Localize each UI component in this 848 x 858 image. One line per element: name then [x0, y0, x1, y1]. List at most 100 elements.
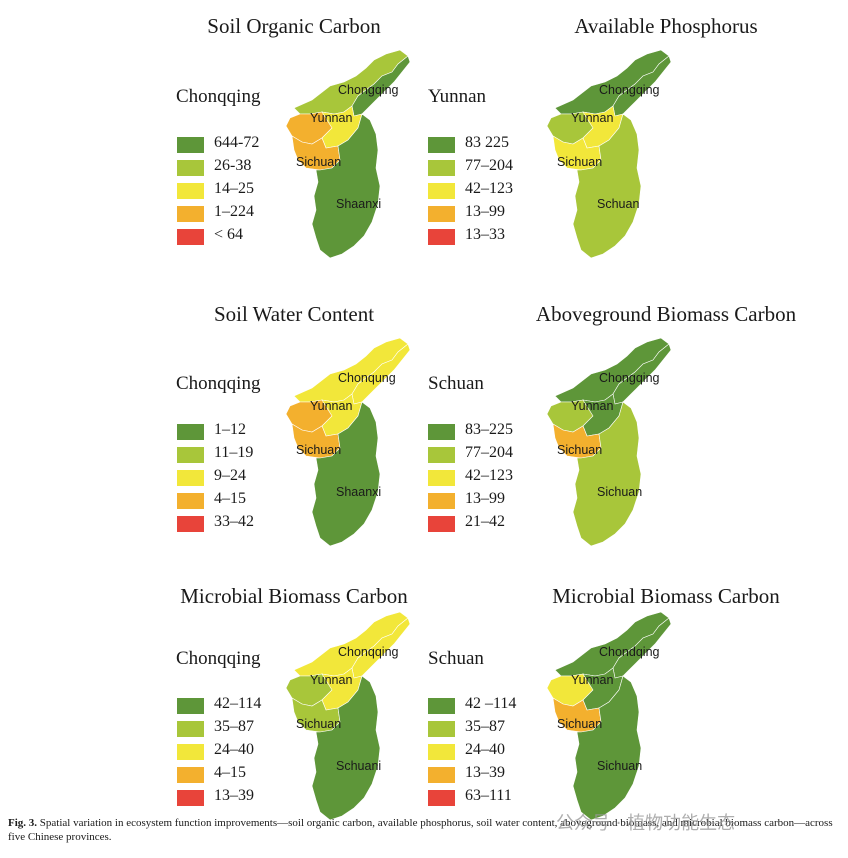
- legend-label: 42 –114: [465, 695, 517, 712]
- legend-swatch: [177, 744, 204, 760]
- legend-label: 14–25: [214, 180, 254, 197]
- region-label-west: Sichuan: [296, 717, 341, 731]
- legend-label: 13–33: [465, 226, 505, 243]
- legend-swatch: [177, 229, 204, 245]
- region-label-top: Chongqing: [599, 371, 660, 385]
- legend-label: 63–111: [465, 787, 512, 804]
- legend-label: 13–99: [465, 490, 505, 507]
- region-south: [572, 401, 642, 547]
- legend-title: Chonqqing: [176, 648, 261, 669]
- legend-title: Schuan: [428, 373, 484, 394]
- legend-swatch: [177, 183, 204, 199]
- province-map: Chonqung Yunnan Sichuan Shaanxi: [285, 337, 411, 547]
- legend-label: 4–15: [214, 490, 246, 507]
- panel-title: Aboveground Biomass Carbon: [535, 302, 797, 326]
- legend-label: 24–40: [214, 741, 254, 758]
- region-label-mid: Yunnan: [571, 673, 613, 687]
- legend-swatch: [428, 424, 455, 440]
- province-map: Chondqing Yunnan Sichuan Sichuan: [546, 611, 672, 821]
- legend-swatch: [428, 767, 455, 783]
- legend-swatch: [428, 721, 455, 737]
- legend-label: 11–19: [214, 444, 254, 461]
- legend-label: 42–114: [214, 695, 262, 712]
- legend-label: 1–224: [214, 203, 254, 220]
- legend-swatch: [177, 698, 204, 714]
- legend-label: 4–15: [214, 764, 246, 781]
- legend-label: < 64: [214, 226, 244, 243]
- legend-label: 24–40: [465, 741, 505, 758]
- region-label-top: Chondqing: [599, 645, 660, 659]
- region-label-west: Sichuan: [557, 155, 602, 169]
- region-ne: [351, 55, 411, 117]
- panel-title: Soil Water Content: [213, 302, 375, 326]
- legend-title: Chonqqing: [176, 373, 261, 394]
- region-label-mid: Yunnan: [310, 111, 352, 125]
- region-ne: [612, 55, 672, 117]
- region-label-top: Chongqing: [338, 83, 399, 97]
- region-label-west: Sichuan: [557, 443, 602, 457]
- legend-swatch: [428, 516, 455, 532]
- region-label-south: Shaanxi: [336, 197, 381, 211]
- legend-label: 35–87: [465, 718, 505, 735]
- legend-swatch: [428, 229, 455, 245]
- legend-label: 42–123: [465, 467, 513, 484]
- region-label-west: Sichuan: [557, 717, 602, 731]
- legend-label: 35–87: [214, 718, 254, 735]
- legend-swatch: [177, 137, 204, 153]
- legend-swatch: [177, 721, 204, 737]
- region-south: [311, 675, 381, 821]
- legend-swatch: [428, 698, 455, 714]
- region-ne: [351, 343, 411, 405]
- region-ne: [612, 617, 672, 679]
- legend-swatch: [428, 493, 455, 509]
- legend-label: 13–39: [214, 787, 254, 804]
- legend-swatch: [428, 790, 455, 806]
- region-label-south: Sichuan: [597, 759, 642, 773]
- region-label-top: Chongqing: [599, 83, 660, 97]
- legend-swatch: [177, 470, 204, 486]
- region-label-top: Chonqqing: [338, 645, 399, 659]
- legend-label: 77–204: [465, 444, 513, 461]
- legend-label: 77–204: [465, 157, 513, 174]
- legend-label: 9–24: [214, 467, 246, 484]
- region-south: [572, 113, 642, 259]
- region-ne: [351, 617, 411, 679]
- legend-label: 26-38: [214, 157, 252, 174]
- legend-swatch: [177, 206, 204, 222]
- legend-swatch: [428, 160, 455, 176]
- watermark-text: 公众号 · 植物功能生态: [556, 813, 736, 834]
- legend-swatch: [428, 447, 455, 463]
- region-label-top: Chonqung: [338, 371, 396, 385]
- legend-swatch: [177, 516, 204, 532]
- legend-swatch: [177, 160, 204, 176]
- region-label-mid: Yunnan: [310, 399, 352, 413]
- legend-swatch: [428, 744, 455, 760]
- region-label-south: Schuan: [597, 197, 639, 211]
- legend-title: Yunnan: [428, 86, 487, 107]
- legend-label: 644-72: [214, 134, 260, 151]
- region-label-south: Schuani: [336, 759, 381, 773]
- legend-label: 83–225: [465, 421, 513, 438]
- legend-swatch: [428, 137, 455, 153]
- region-label-west: Sichuan: [296, 443, 341, 457]
- legend-swatch: [177, 790, 204, 806]
- legend-swatch: [428, 470, 455, 486]
- region-ne: [612, 343, 672, 405]
- legend-label: 1–12: [214, 421, 246, 438]
- legend-label: 13–99: [465, 203, 505, 220]
- legend-label: 21–42: [465, 513, 505, 530]
- region-south: [311, 113, 381, 259]
- panel-title: Soil Organic Carbon: [207, 14, 381, 38]
- region-south: [572, 675, 642, 821]
- panel-title: Microbial Biomass Carbon: [552, 584, 780, 608]
- province-map: Chonqqing Yunnan Sichuan Schuani: [285, 611, 411, 821]
- panel-title: Available Phosphorus: [574, 14, 758, 38]
- region-label-south: Shaanxi: [336, 485, 381, 499]
- region-label-mid: Yunnan: [571, 111, 613, 125]
- legend-label: 83 225: [465, 134, 509, 151]
- legend-swatch: [177, 493, 204, 509]
- region-label-west: Sichuan: [296, 155, 341, 169]
- legend-swatch: [177, 447, 204, 463]
- province-map: Chongqing Yunnan Sichuan Shaanxi: [285, 49, 411, 259]
- legend-swatch: [428, 183, 455, 199]
